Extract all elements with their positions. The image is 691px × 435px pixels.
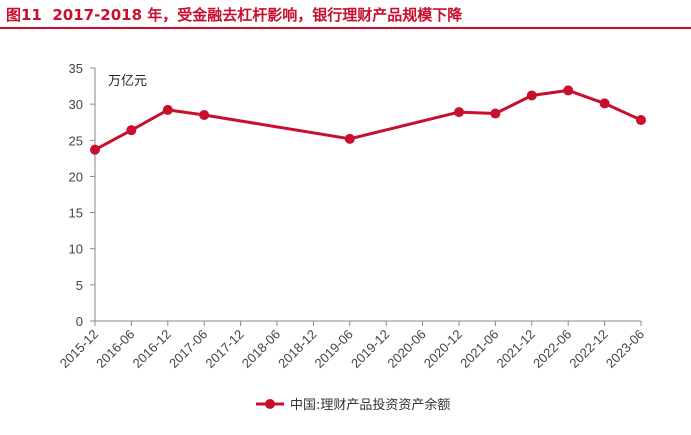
y-tick-label: 10 (69, 242, 83, 257)
data-point (454, 107, 464, 118)
y-tick-label: 35 (69, 61, 83, 76)
unit-label: 万亿元 (108, 74, 147, 89)
x-tick-labels: 2015-122016-062016-122017-062017-122018-… (57, 327, 647, 371)
y-tick-label: 15 (69, 206, 83, 221)
data-point (599, 98, 610, 109)
x-tick-label: 2015-12 (57, 327, 101, 371)
data-point (344, 133, 355, 144)
series-group (90, 85, 646, 155)
data-point (490, 108, 501, 119)
title-rule (0, 27, 691, 29)
x-tick-label: 2020-12 (421, 327, 465, 371)
data-point (126, 125, 137, 136)
y-tick-label: 30 (69, 97, 83, 112)
legend-marker (265, 399, 275, 409)
x-tick-label: 2018-06 (239, 327, 283, 371)
x-tick-label: 2016-06 (93, 327, 137, 371)
x-tick-label: 2017-06 (166, 327, 210, 371)
data-point (636, 115, 646, 126)
x-tick-label: 2018-12 (275, 327, 319, 371)
data-point (199, 109, 210, 120)
x-tick-label: 2022-12 (566, 327, 610, 371)
x-tick-label: 2022-06 (530, 327, 574, 371)
x-tick-label: 2021-06 (457, 327, 501, 371)
x-tick-label: 2019-12 (348, 327, 392, 371)
y-tick-label: 20 (69, 169, 83, 184)
x-tick-label: 2021-12 (494, 327, 538, 371)
data-point (162, 104, 173, 115)
figure-title: 图11 2017-2018 年，受金融去杠杆影响，银行理财产品规模下降 (6, 4, 462, 25)
x-tick-label: 2017-12 (202, 327, 246, 371)
figure-title-text: 2017-2018 年，受金融去杠杆影响，银行理财产品规模下降 (52, 6, 463, 24)
legend-label: 中国:理财产品投资资产余额 (290, 397, 450, 413)
y-tick-label: 25 (69, 133, 83, 148)
y-tick-label: 0 (76, 314, 83, 329)
data-point (563, 85, 574, 96)
x-tick-label: 2020-06 (384, 327, 428, 371)
data-point (526, 90, 537, 101)
figure-label: 图11 (6, 6, 42, 24)
series-line (94, 88, 642, 152)
y-tick-label: 5 (76, 278, 83, 293)
x-tick-label: 2016-12 (130, 327, 174, 371)
legend: 中国:理财产品投资资产余额 (256, 397, 450, 413)
x-tick-label: 2023-06 (603, 327, 647, 371)
data-point (90, 144, 100, 155)
x-tick-label: 2019-06 (312, 327, 356, 371)
y-tick-labels: 0 5 10 15 20 25 30 35 (69, 61, 83, 329)
chart-axes (90, 67, 642, 326)
